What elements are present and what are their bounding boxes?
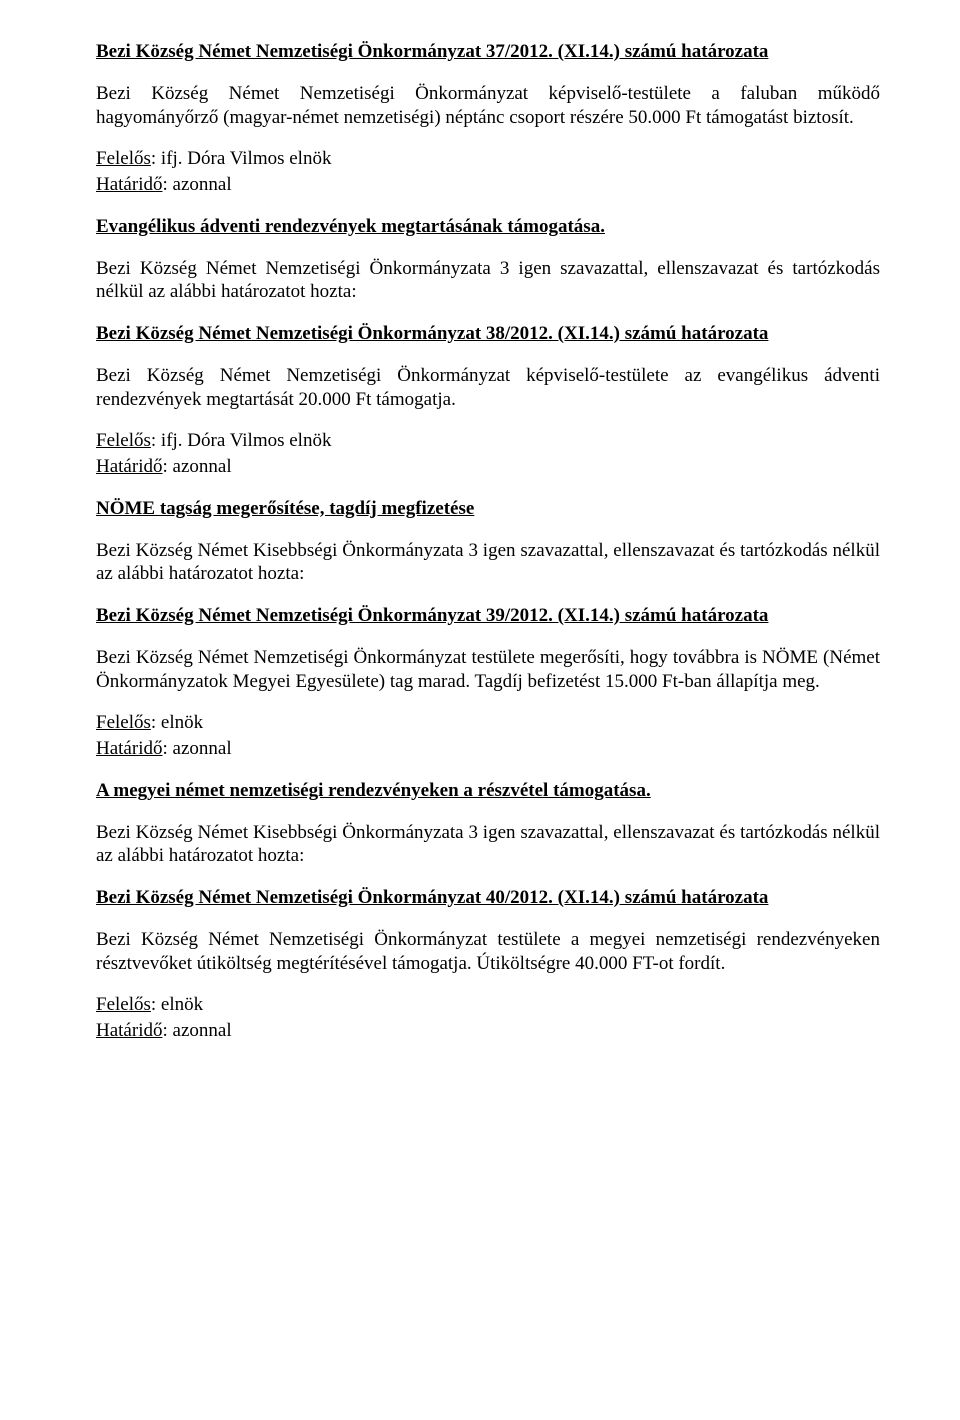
responsible-label: Felelős	[96, 712, 151, 733]
resolution-38-deadline: Határidő: azonnal	[96, 455, 880, 479]
resolution-40-body: Bezi Község Német Nemzetiségi Önkormányz…	[96, 928, 880, 976]
deadline-value: : azonnal	[162, 174, 231, 195]
resolution-40-title: Bezi Község Német Nemzetiségi Önkormányz…	[96, 886, 880, 910]
responsible-value: : ifj. Dóra Vilmos elnök	[151, 148, 332, 169]
resolution-37-title: Bezi Község Német Nemzetiségi Önkormányz…	[96, 40, 880, 64]
resolution-40-responsible: Felelős: elnök	[96, 993, 880, 1017]
resolution-38-title: Bezi Község Német Nemzetiségi Önkormányz…	[96, 322, 880, 346]
resolution-39-title: Bezi Község Német Nemzetiségi Önkormányz…	[96, 604, 880, 628]
deadline-value: : azonnal	[162, 738, 231, 759]
deadline-value: : azonnal	[162, 456, 231, 477]
resolution-39-body: Bezi Község Német Nemzetiségi Önkormányz…	[96, 646, 880, 694]
resolution-38-body: Bezi Község Német Nemzetiségi Önkormányz…	[96, 364, 880, 412]
responsible-value: : elnök	[151, 712, 203, 733]
resolution-39-deadline: Határidő: azonnal	[96, 737, 880, 761]
deadline-label: Határidő	[96, 738, 162, 759]
responsible-label: Felelős	[96, 148, 151, 169]
section-evangelikus-intro: Bezi Község Német Nemzetiségi Önkormányz…	[96, 257, 880, 305]
responsible-value: : ifj. Dóra Vilmos elnök	[151, 430, 332, 451]
responsible-value: : elnök	[151, 994, 203, 1015]
resolution-39-responsible: Felelős: elnök	[96, 711, 880, 735]
section-evangelikus-heading: Evangélikus ádventi rendezvények megtart…	[96, 215, 880, 239]
responsible-label: Felelős	[96, 994, 151, 1015]
section-megyei-intro: Bezi Község Német Kisebbségi Önkormányza…	[96, 821, 880, 869]
deadline-value: : azonnal	[162, 1020, 231, 1041]
document-page: Bezi Község Német Nemzetiségi Önkormányz…	[0, 0, 960, 1420]
deadline-label: Határidő	[96, 1020, 162, 1041]
deadline-label: Határidő	[96, 456, 162, 477]
section-nome-intro: Bezi Község Német Kisebbségi Önkormányza…	[96, 539, 880, 587]
section-megyei-heading: A megyei német nemzetiségi rendezvényeke…	[96, 779, 880, 803]
resolution-37-body: Bezi Község Német Nemzetiségi Önkormányz…	[96, 82, 880, 130]
responsible-label: Felelős	[96, 430, 151, 451]
resolution-40-deadline: Határidő: azonnal	[96, 1019, 880, 1043]
deadline-label: Határidő	[96, 174, 162, 195]
resolution-38-responsible: Felelős: ifj. Dóra Vilmos elnök	[96, 429, 880, 453]
resolution-37-deadline: Határidő: azonnal	[96, 173, 880, 197]
resolution-37-responsible: Felelős: ifj. Dóra Vilmos elnök	[96, 147, 880, 171]
section-nome-heading: NÖME tagság megerősítése, tagdíj megfize…	[96, 497, 880, 521]
